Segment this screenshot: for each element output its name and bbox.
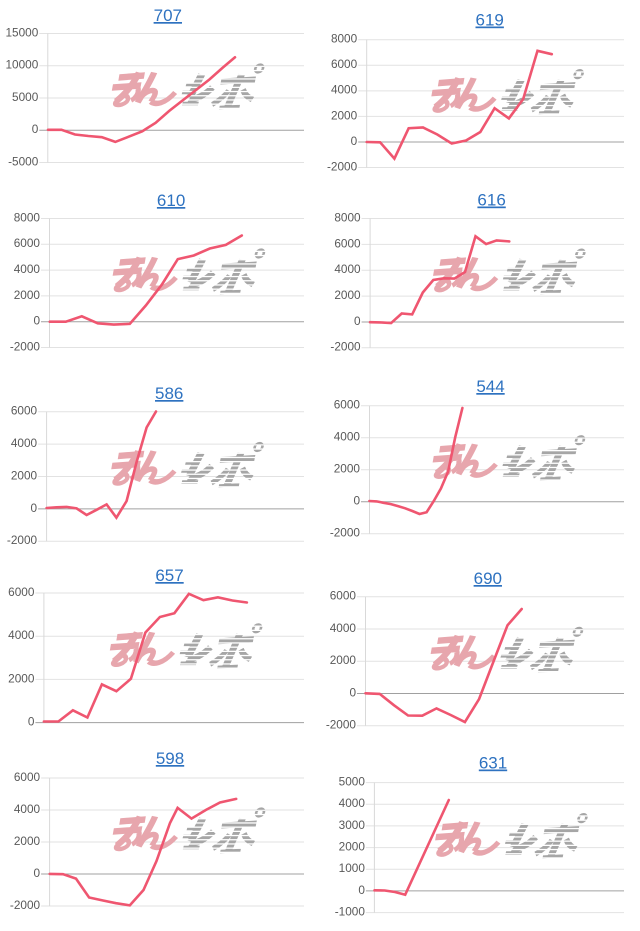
svg-text:8000: 8000 (14, 210, 41, 224)
svg-text:6000: 6000 (331, 57, 358, 71)
svg-text:8000: 8000 (331, 32, 358, 46)
svg-text:657: 657 (155, 566, 183, 585)
svg-text:5000: 5000 (339, 775, 366, 789)
svg-text:0: 0 (353, 494, 360, 508)
svg-text:4000: 4000 (11, 436, 38, 450)
svg-text:-1000: -1000 (335, 905, 366, 919)
svg-text:2000: 2000 (331, 108, 358, 122)
svg-text:2000: 2000 (339, 840, 366, 854)
svg-text:2000: 2000 (334, 462, 361, 476)
svg-text:586: 586 (155, 384, 183, 403)
svg-text:4000: 4000 (330, 621, 357, 635)
svg-text:0: 0 (34, 866, 41, 880)
svg-text:0: 0 (31, 501, 38, 515)
svg-text:-5000: -5000 (8, 154, 39, 168)
svg-text:4000: 4000 (8, 628, 35, 642)
svg-text:6000: 6000 (330, 589, 357, 603)
svg-text:6000: 6000 (14, 770, 41, 784)
svg-text:1000: 1000 (339, 861, 366, 875)
svg-text:0: 0 (33, 314, 40, 328)
svg-text:6000: 6000 (14, 236, 41, 250)
svg-text:4000: 4000 (334, 430, 361, 444)
svg-text:0: 0 (358, 883, 365, 897)
svg-text:-2000: -2000 (7, 533, 38, 547)
svg-text:0: 0 (349, 685, 356, 699)
svg-text:-2000: -2000 (327, 159, 358, 173)
svg-text:-2000: -2000 (330, 526, 361, 540)
svg-text:598: 598 (156, 749, 184, 768)
svg-text:5000: 5000 (12, 90, 39, 104)
svg-text:-2000: -2000 (326, 718, 357, 732)
svg-text:2000: 2000 (330, 653, 357, 667)
svg-text:619: 619 (476, 11, 504, 30)
svg-text:6000: 6000 (334, 236, 361, 250)
svg-text:4000: 4000 (334, 262, 361, 276)
svg-text:-2000: -2000 (10, 898, 41, 912)
svg-text:3000: 3000 (339, 818, 366, 832)
svg-text:0: 0 (32, 122, 39, 136)
svg-text:6000: 6000 (11, 404, 38, 418)
svg-text:-2000: -2000 (330, 340, 361, 354)
svg-text:4000: 4000 (14, 262, 41, 276)
svg-text:610: 610 (157, 191, 185, 210)
svg-text:6000: 6000 (8, 585, 35, 599)
svg-text:2000: 2000 (14, 834, 41, 848)
svg-text:10000: 10000 (5, 58, 38, 72)
svg-text:544: 544 (476, 377, 504, 396)
svg-text:8000: 8000 (334, 210, 361, 224)
svg-text:-2000: -2000 (10, 339, 41, 353)
svg-text:631: 631 (479, 754, 507, 773)
svg-text:2000: 2000 (8, 671, 35, 685)
svg-text:4000: 4000 (339, 796, 366, 810)
svg-text:2000: 2000 (14, 288, 41, 302)
svg-text:15000: 15000 (5, 25, 38, 39)
svg-text:0: 0 (28, 715, 35, 729)
svg-text:4000: 4000 (331, 83, 358, 97)
svg-text:616: 616 (477, 191, 505, 210)
svg-text:4000: 4000 (14, 802, 41, 816)
svg-text:0: 0 (354, 314, 361, 328)
svg-text:690: 690 (474, 569, 502, 588)
svg-text:2000: 2000 (334, 288, 361, 302)
svg-text:707: 707 (154, 6, 182, 25)
svg-text:0: 0 (351, 134, 358, 148)
svg-text:6000: 6000 (334, 398, 361, 412)
svg-text:2000: 2000 (11, 468, 38, 482)
